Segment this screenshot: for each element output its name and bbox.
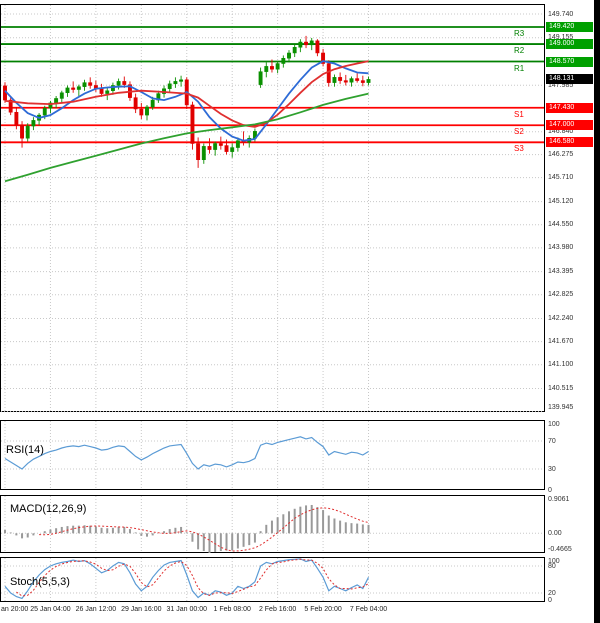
rsi-axis-label: 0 bbox=[548, 487, 552, 494]
resistance-level-badge: 149.000 bbox=[546, 39, 593, 50]
pivot-label-s2: S2 bbox=[514, 127, 524, 137]
time-label: 7 Feb 04:00 bbox=[349, 606, 388, 613]
price-axis-label: 142.240 bbox=[548, 315, 574, 322]
price-axis-label: 139.945 bbox=[548, 404, 574, 411]
macd-axis-label: -0.4665 bbox=[548, 546, 572, 553]
price-axis-label: 142.825 bbox=[548, 291, 574, 299]
price-axis-label: 143.395 bbox=[548, 268, 574, 276]
price-axis-label: 149.155 bbox=[548, 34, 574, 42]
price-axis-label: 141.100 bbox=[548, 361, 574, 369]
right-edge-strip bbox=[594, 0, 600, 623]
price-axis-label: 146.840 bbox=[548, 128, 574, 136]
rsi-axis-label: 100 bbox=[548, 421, 560, 428]
pivot-label-r1: R1 bbox=[514, 63, 525, 73]
price-axis-label: 141.670 bbox=[548, 338, 574, 346]
time-label: 31 Jan 00:00 bbox=[166, 606, 207, 613]
price-axis-label: 146.275 bbox=[548, 151, 574, 159]
stoch-axis-label: 0 bbox=[548, 597, 552, 604]
resistance-level-badge: 148.570 bbox=[546, 56, 593, 67]
price-axis-label: 140.515 bbox=[548, 385, 574, 393]
macd-axis-label: 0.00 bbox=[548, 530, 562, 538]
time-label: 26 Jan 12:00 bbox=[75, 606, 117, 613]
rsi-title: RSI(14) bbox=[6, 444, 44, 456]
support-level-badge: 147.430 bbox=[546, 102, 593, 113]
resistance-level-badge: 149.420 bbox=[546, 21, 593, 32]
pivot-label-r3: R3 bbox=[514, 28, 525, 38]
time-label: 1 Feb 08:00 bbox=[213, 606, 251, 613]
support-level-badge: 146.580 bbox=[546, 137, 593, 148]
price-axis-label: 145.710 bbox=[548, 174, 574, 182]
rsi-axis-label: 70 bbox=[548, 438, 556, 445]
price-axis-label: 143.980 bbox=[548, 244, 574, 252]
pivot-label-s1: S1 bbox=[514, 109, 524, 119]
macd-title: MACD(12,26,9) bbox=[10, 503, 87, 515]
time-label: 5 Feb 20:00 bbox=[304, 606, 342, 613]
price-axis-label: 144.550 bbox=[548, 221, 574, 229]
stoch-axis-label: 20 bbox=[548, 590, 556, 597]
time-label: 2 Feb 16:00 bbox=[258, 606, 297, 613]
stoch-title: Stoch(5,5,3) bbox=[10, 576, 70, 588]
rsi-axis-label: 30 bbox=[548, 466, 556, 473]
price-axis-label: 147.985 bbox=[548, 81, 574, 89]
last-price-badge: 148.131 bbox=[546, 74, 593, 85]
rsi-panel bbox=[0, 420, 545, 490]
pivot-label-s3: S3 bbox=[514, 144, 524, 154]
macd-axis-label: 0.9061 bbox=[548, 496, 570, 503]
price-axis-label: 149.740 bbox=[548, 10, 574, 18]
stoch-axis-label: 100 bbox=[548, 558, 560, 565]
stoch-axis-label: 80 bbox=[548, 563, 556, 570]
pivot-label-r2: R2 bbox=[514, 46, 525, 56]
time-label: 25 Jan 04:00 bbox=[30, 606, 71, 613]
price-axis-label: 145.120 bbox=[548, 198, 574, 206]
support-level-badge: 147.000 bbox=[546, 120, 593, 131]
time-label: 29 Jan 16:00 bbox=[121, 606, 162, 613]
price-chart-panel bbox=[0, 4, 545, 412]
time-label: an 20:00 bbox=[1, 606, 29, 613]
